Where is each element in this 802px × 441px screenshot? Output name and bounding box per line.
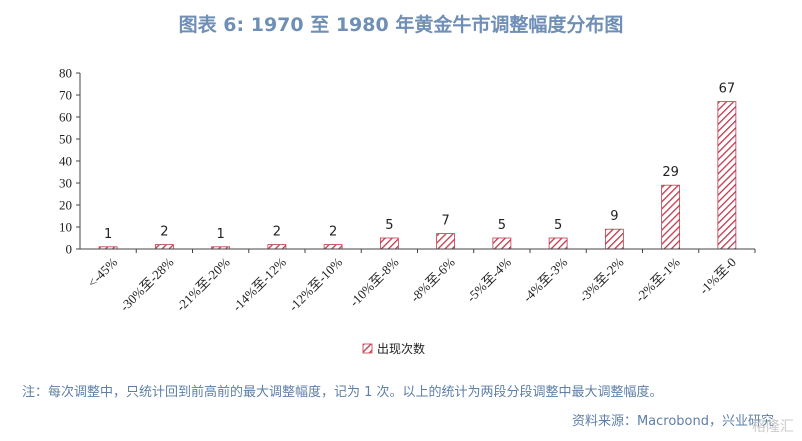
bar-5 xyxy=(379,237,399,250)
data-label: 1 xyxy=(216,227,224,242)
x-tick-label: -30%至-28% xyxy=(117,254,177,314)
data-label: 67 xyxy=(719,82,736,97)
x-tick-label: -1%至-0 xyxy=(696,255,739,298)
bar-8 xyxy=(548,237,568,250)
x-tick-label: -10%至-8% xyxy=(346,254,401,309)
watermark-logo: 格隆汇 xyxy=(752,419,794,435)
data-label: 1 xyxy=(104,227,112,242)
bar-7 xyxy=(492,237,512,250)
data-label: 9 xyxy=(610,209,618,224)
y-tick-label: 40 xyxy=(59,154,72,169)
y-tick-label: 10 xyxy=(59,220,72,235)
y-tick-label: 70 xyxy=(59,88,72,103)
x-tick-label: -3%至-2% xyxy=(576,254,627,305)
x-tick-label: -12%至-10% xyxy=(286,254,346,314)
bar-6 xyxy=(436,233,456,250)
bar-11 xyxy=(717,101,737,250)
data-label: 29 xyxy=(662,165,679,180)
y-tick-label: 80 xyxy=(59,66,72,81)
y-tick-label: 60 xyxy=(59,110,72,125)
bar-1 xyxy=(154,244,174,250)
footnote: 注：每次调整中，只统计回到前高前的最大调整幅度，记为 1 次。以上的统计为两段分… xyxy=(22,385,663,400)
x-tick-label: -8%至-6% xyxy=(407,254,458,305)
x-tick-label: <-45% xyxy=(85,254,121,290)
x-tick-label: -5%至-4% xyxy=(464,254,515,305)
source-note: 资料来源：Macrobond，兴业研究 xyxy=(571,414,774,429)
data-label: 7 xyxy=(441,214,449,229)
y-tick-label: 0 xyxy=(66,242,73,257)
bar-10 xyxy=(661,184,681,250)
x-tick-label: -21%至-20% xyxy=(173,254,233,314)
data-label: 5 xyxy=(554,218,562,233)
x-tick-label: -2%至-1% xyxy=(632,254,683,305)
legend-swatch xyxy=(362,343,373,354)
data-label: 2 xyxy=(329,225,337,240)
x-tick-label: -4%至-3% xyxy=(520,254,571,305)
bar-9 xyxy=(604,228,624,250)
data-label: 5 xyxy=(498,218,506,233)
y-tick-label: 50 xyxy=(59,132,72,147)
y-tick-label: 30 xyxy=(59,176,72,191)
data-label: 2 xyxy=(160,225,168,240)
bar-3 xyxy=(267,244,287,250)
data-label: 2 xyxy=(273,225,281,240)
y-tick-label: 20 xyxy=(59,198,72,213)
data-label: 5 xyxy=(385,218,393,233)
legend-label: 出现次数 xyxy=(377,341,425,356)
chart-title: 图表 6: 1970 至 1980 年黄金牛市调整幅度分布图 xyxy=(178,14,624,36)
x-tick-label: -14%至-12% xyxy=(229,254,289,314)
bar-4 xyxy=(323,244,343,250)
